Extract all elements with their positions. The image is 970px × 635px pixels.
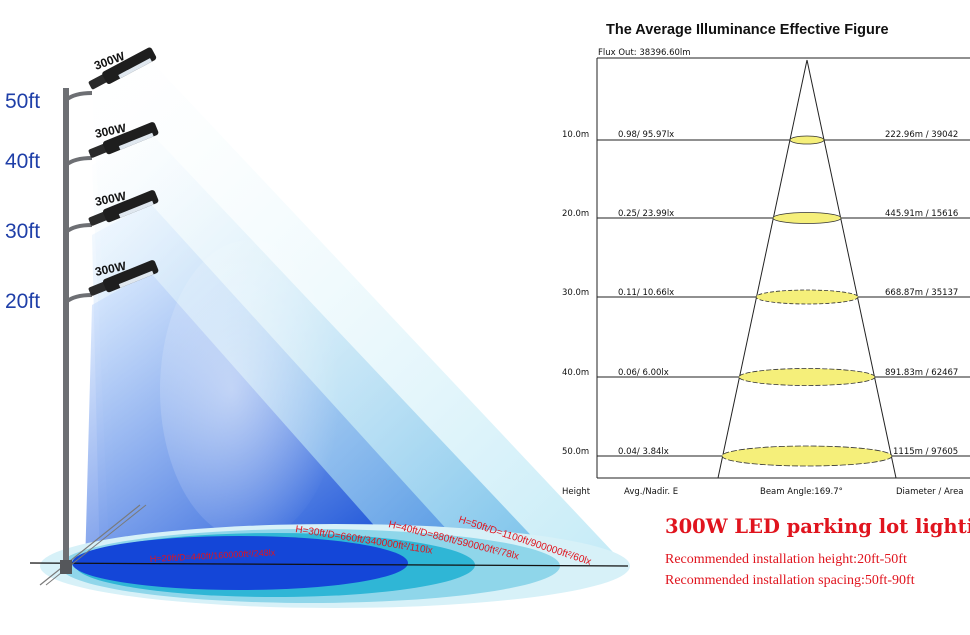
row-area-50m: 1115m / 97605 [893, 447, 958, 457]
spot-10m [789, 135, 825, 145]
illuminance-spots [721, 135, 893, 467]
row-height-10m: 10.0m [562, 130, 589, 140]
figure-frame [596, 57, 970, 479]
row-illum-40m: 0.06/ 6.00lx [618, 368, 669, 378]
row-area-10m: 222.96m / 39042 [885, 130, 958, 140]
light-beams [85, 60, 628, 575]
spot-30m [755, 289, 859, 305]
height-label-40ft: 40ft [5, 150, 40, 173]
footer-diameter: Diameter / Area [896, 487, 964, 497]
height-label-20ft: 20ft [5, 290, 40, 313]
row-height-40m: 40.0m [562, 368, 589, 378]
row-illum-30m: 0.11/ 10.66lx [618, 288, 674, 298]
row-illum-10m: 0.98/ 95.97lx [618, 130, 674, 140]
footer-beam: Beam Angle:169.7° [760, 487, 843, 497]
promo-height: Recommended installation height:20ft-50f… [665, 552, 907, 567]
fixture-label-30ft: 300W [94, 189, 128, 209]
footer-height: Height [562, 487, 591, 497]
spot-40m [738, 368, 876, 386]
row-height-50m: 50.0m [562, 447, 589, 457]
row-area-40m: 891.83m / 62467 [885, 368, 958, 378]
fixture-40ft [88, 122, 159, 158]
beam-cone [717, 59, 897, 479]
row-area-20m: 445.91m / 15616 [885, 209, 958, 219]
height-label-30ft: 30ft [5, 220, 40, 243]
row-area-30m: 668.87m / 35137 [885, 288, 958, 298]
light-pole [60, 88, 93, 574]
ground-line [29, 562, 629, 567]
fixture-50ft [88, 47, 157, 90]
row-illum-20m: 0.25/ 23.99lx [618, 209, 674, 219]
flux-out: Flux Out: 38396.60lm [598, 48, 691, 58]
fixture-20ft [88, 260, 159, 296]
row-height-30m: 30.0m [562, 288, 589, 298]
spot-20m [772, 212, 842, 224]
row-height-20m: 20.0m [562, 209, 589, 219]
promo-spacing: Recommended installation spacing:50ft-90… [665, 573, 915, 588]
promo-title: 300W LED parking lot lighting [665, 515, 970, 538]
footer-avg: Avg./Nadir. E [624, 487, 678, 497]
height-label-50ft: 50ft [5, 90, 40, 113]
row-illum-50m: 0.04/ 3.84lx [618, 447, 669, 457]
ground-ellipse-20ft [72, 536, 408, 590]
figure-title: The Average Illuminance Effective Figure [606, 22, 889, 38]
fixture-label-40ft: 300W [94, 121, 128, 141]
fixture-30ft [88, 190, 159, 226]
fixture-label-20ft: 300W [94, 259, 128, 279]
spot-50m [721, 445, 893, 467]
ground-ellipses [40, 524, 630, 608]
